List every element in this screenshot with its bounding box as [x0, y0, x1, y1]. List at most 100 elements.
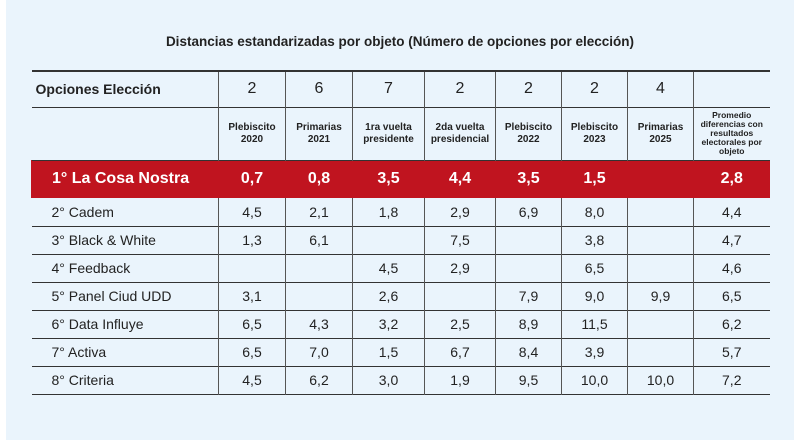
column-header: Plebiscito 2023 [561, 107, 628, 160]
column-header: Primarias 2025 [627, 107, 694, 160]
value-cell: 2,9 [424, 198, 496, 226]
table-row: 8° Criteria 4,5 6,2 3,0 1,9 9,5 10,0 10,0 7,2 [31, 366, 770, 394]
value-cell: 4,7 [693, 226, 770, 254]
value-cell: 3,5 [352, 160, 425, 198]
value-cell [424, 282, 496, 310]
options-count-cell: 2 [218, 71, 286, 107]
pollster-name: 8° Criteria [51, 372, 114, 388]
column-header: 1ra vuelta presidente [352, 107, 425, 160]
value-cell: 10,0 [627, 366, 694, 394]
value-cell: 0,7 [218, 160, 286, 198]
options-count-cell: 2 [561, 71, 628, 107]
value-cell: 4,5 [352, 254, 425, 282]
value-cell: 6,7 [424, 338, 496, 366]
value-cell: 4,6 [693, 254, 770, 282]
value-cell: 4,5 [218, 366, 286, 394]
value-cell: 2,6 [352, 282, 425, 310]
options-count-row: Opciones Elección 2 6 7 2 2 2 4 [31, 71, 770, 107]
value-cell [627, 160, 694, 198]
table-row: 2° Cadem 4,5 2,1 1,8 2,9 6,9 8,0 4,4 [31, 198, 770, 226]
value-cell: 6,2 [285, 366, 353, 394]
pollster-name: 1° La Cosa Nostra [31, 160, 219, 198]
value-cell: 2,9 [424, 254, 496, 282]
value-cell: 7,5 [424, 226, 496, 254]
column-header: Promedio diferencias con resultados elec… [693, 107, 770, 160]
value-cell: 3,9 [561, 338, 628, 366]
table-row: 3° Black & White 1,3 6,1 7,5 3,8 4,7 [31, 226, 770, 254]
options-count-cell: 7 [352, 71, 425, 107]
column-header: Plebiscito 2020 [218, 107, 286, 160]
value-cell: 8,0 [561, 198, 628, 226]
value-cell: 4,3 [285, 310, 353, 338]
value-cell: 7,2 [693, 366, 770, 394]
pollster-name: 4° Feedback [51, 260, 131, 276]
value-cell: 3,0 [352, 366, 425, 394]
table-row-highlighted: 1° La Cosa Nostra 0,7 0,8 3,5 4,4 3,5 1,5 2,8 [31, 160, 770, 198]
pollster-name: 3° Black & White [51, 232, 156, 248]
value-cell: 6,1 [285, 226, 353, 254]
value-cell: 4,5 [218, 198, 286, 226]
value-cell: 8,4 [495, 338, 562, 366]
options-count-cell [693, 71, 770, 107]
value-cell: 4,4 [693, 198, 770, 226]
value-cell: 3,5 [495, 160, 562, 198]
value-cell: 6,5 [218, 310, 286, 338]
empty-header-cell [32, 107, 219, 160]
value-cell [627, 198, 694, 226]
pollster-name: 7° Activa [51, 344, 107, 360]
column-header: Plebiscito 2022 [495, 107, 562, 160]
column-header: Primarias 2021 [285, 107, 353, 160]
value-cell: 1,9 [424, 366, 496, 394]
options-count-cell: 6 [285, 71, 353, 107]
value-cell [627, 226, 694, 254]
options-count-cell: 4 [627, 71, 694, 107]
value-cell: 2,5 [424, 310, 496, 338]
options-count-cell: 2 [495, 71, 562, 107]
value-cell: 9,5 [495, 366, 562, 394]
value-cell: 6,5 [561, 254, 628, 282]
table-row: 6° Data Influye 6,5 4,3 3,2 2,5 8,9 11,5 6,2 [31, 310, 770, 338]
value-cell: 8,9 [495, 310, 562, 338]
pollster-name: 2° Cadem [51, 203, 114, 220]
column-header-row: Plebiscito 2020 Primarias 2021 1ra vuelta … [31, 107, 770, 160]
value-cell: 1,5 [352, 338, 425, 366]
value-cell [352, 226, 425, 254]
value-cell [495, 254, 562, 282]
value-cell: 11,5 [561, 310, 628, 338]
value-cell: 9,9 [627, 282, 694, 310]
value-cell: 3,2 [352, 310, 425, 338]
value-cell [285, 254, 353, 282]
value-cell: 2,8 [693, 160, 770, 198]
pollster-name: 5° Panel Ciud UDD [51, 288, 172, 304]
value-cell: 1,3 [218, 226, 286, 254]
value-cell: 2,1 [285, 198, 353, 226]
pollster-name: 6° Data Influye [51, 316, 144, 332]
header-label: Opciones Elección [35, 81, 161, 98]
value-cell: 10,0 [561, 366, 628, 394]
value-cell: 3,8 [561, 226, 628, 254]
value-cell [627, 254, 694, 282]
value-cell: 6,5 [693, 282, 770, 310]
value-cell: 7,9 [495, 282, 562, 310]
value-cell [218, 254, 286, 282]
value-cell: 6,9 [495, 198, 562, 226]
table-row: 7° Activa 6,5 7,0 1,5 6,7 8,4 3,9 5,7 [31, 338, 770, 366]
options-count-cell: 2 [424, 71, 496, 107]
value-cell: 9,0 [561, 282, 628, 310]
value-cell [627, 338, 694, 366]
table-row: 5° Panel Ciud UDD 3,1 2,6 7,9 9,0 9,9 6,5 [31, 282, 770, 310]
value-cell: 0,8 [285, 160, 353, 198]
value-cell: 4,4 [424, 160, 496, 198]
value-cell: 3,1 [218, 282, 286, 310]
value-cell: 6,2 [693, 310, 770, 338]
value-cell: 1,5 [561, 160, 628, 198]
value-cell: 5,7 [693, 338, 770, 366]
value-cell: 7,0 [285, 338, 353, 366]
value-cell: 6,5 [218, 338, 286, 366]
value-cell [285, 282, 353, 310]
table-row: 4° Feedback 4,5 2,9 6,5 4,6 [31, 254, 770, 282]
table-title: Distancias estandarizadas por objeto (Nú… [165, 34, 635, 49]
distances-table: Opciones Elección 2 6 7 2 2 2 4 Plebiscito 2020 P… [31, 70, 770, 395]
column-header: 2da vuelta presidencial [424, 107, 496, 160]
value-cell [627, 310, 694, 338]
